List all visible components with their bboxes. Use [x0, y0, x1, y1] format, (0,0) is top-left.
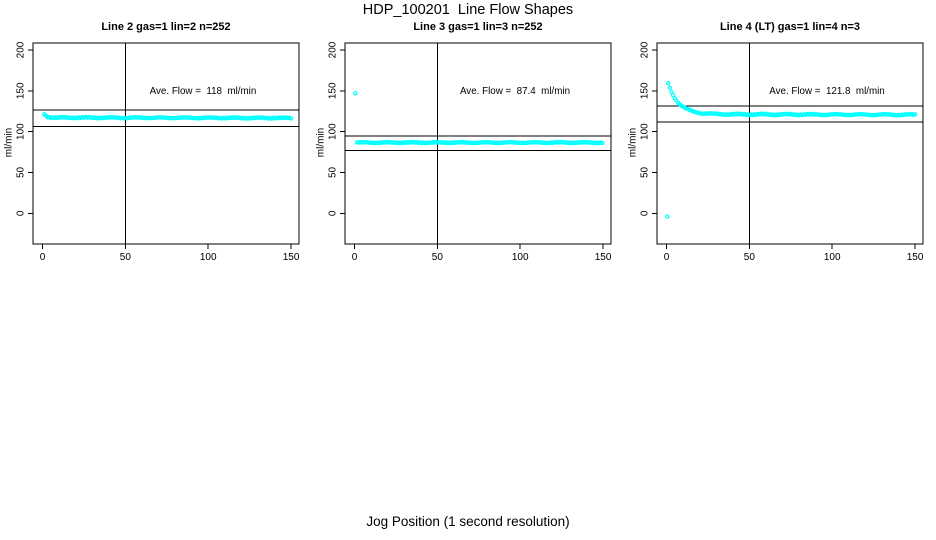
data-point: [669, 89, 674, 95]
data-point: [288, 116, 294, 121]
x-tick-label: 0: [664, 252, 670, 263]
plot-box: [656, 42, 924, 245]
plot-box: [32, 42, 300, 245]
x-tick-label: 0: [352, 252, 358, 263]
ave-flow-annotation: Ave. Flow = 87.4 ml/min: [459, 86, 571, 97]
y-tick-label: 100: [16, 123, 27, 140]
y-tick-label: 50: [640, 166, 651, 178]
y-tick-label: 150: [16, 82, 27, 99]
x-tick-label: 150: [907, 252, 924, 263]
x-tick-label: 150: [283, 252, 300, 263]
figure-title: HDP_100201 Line Flow Shapes: [362, 2, 574, 18]
x-tick-label: 50: [120, 252, 132, 263]
y-axis-label: ml/min: [315, 127, 327, 158]
x-axis-label: Jog Position (1 second resolution): [366, 514, 570, 529]
y-tick-label: 200: [328, 41, 339, 58]
plot-line-2: 0 50 100 150 0 50 100 150 200: [16, 41, 300, 263]
data-point: [665, 214, 670, 219]
panel-line-2: 0 50 100 150 0 50 100 150 200 Line 2 gas=1 lin=2…: [0, 0, 312, 270]
y-tick-label: 0: [328, 210, 339, 216]
y-tick-label: 200: [16, 41, 27, 58]
x-tick-label: 0: [40, 252, 46, 263]
y-tick-label: 0: [16, 210, 27, 216]
x-tick-label: 100: [824, 252, 841, 263]
data-point: [666, 80, 671, 86]
data-point: [912, 112, 918, 117]
plot-line-4: 0 50 100 150 0 50 100 150 200: [640, 41, 924, 263]
y-tick-label: 150: [640, 82, 651, 99]
panel-title: Line 4 (LT) gas=1 lin=4 n=3: [719, 21, 861, 33]
y-tick-label: 0: [640, 210, 651, 216]
plot-box: [344, 42, 612, 245]
panel-line-4: 0 50 100 150 0 50 100 150 200 Line 4 (LT) gas=1 …: [624, 0, 936, 270]
ave-flow-annotation: Ave. Flow = 121.8 ml/min: [769, 86, 885, 97]
y-tick-label: 50: [328, 166, 339, 178]
y-tick-label: 100: [640, 123, 651, 140]
y-axis-label: ml/min: [3, 127, 15, 158]
y-tick-label: 150: [328, 82, 339, 99]
y-axis-label: ml/min: [627, 127, 639, 158]
x-tick-label: 100: [512, 252, 529, 263]
ave-flow-annotation: Ave. Flow = 118 ml/min: [149, 86, 257, 97]
y-tick-label: 100: [328, 123, 339, 140]
x-tick-label: 50: [432, 252, 444, 263]
data-point: [667, 85, 673, 90]
y-tick-label: 50: [16, 166, 27, 178]
y-tick-label: 200: [640, 41, 651, 58]
data-point: [353, 91, 358, 96]
plot-line-3: 0 50 100 150 0 50 100 150 200: [328, 41, 612, 263]
panel-line-3: 0 50 100 150 0 50 100 150 200 Line 3 gas=1 lin=3…: [312, 0, 624, 270]
panel-title: Line 3 gas=1 lin=3 n=252: [413, 21, 543, 33]
x-tick-label: 100: [200, 252, 217, 263]
x-tick-label: 50: [744, 252, 756, 263]
x-tick-label: 150: [595, 252, 612, 263]
panel-title: Line 2 gas=1 lin=2 n=252: [101, 21, 231, 33]
data-point: [600, 140, 605, 146]
